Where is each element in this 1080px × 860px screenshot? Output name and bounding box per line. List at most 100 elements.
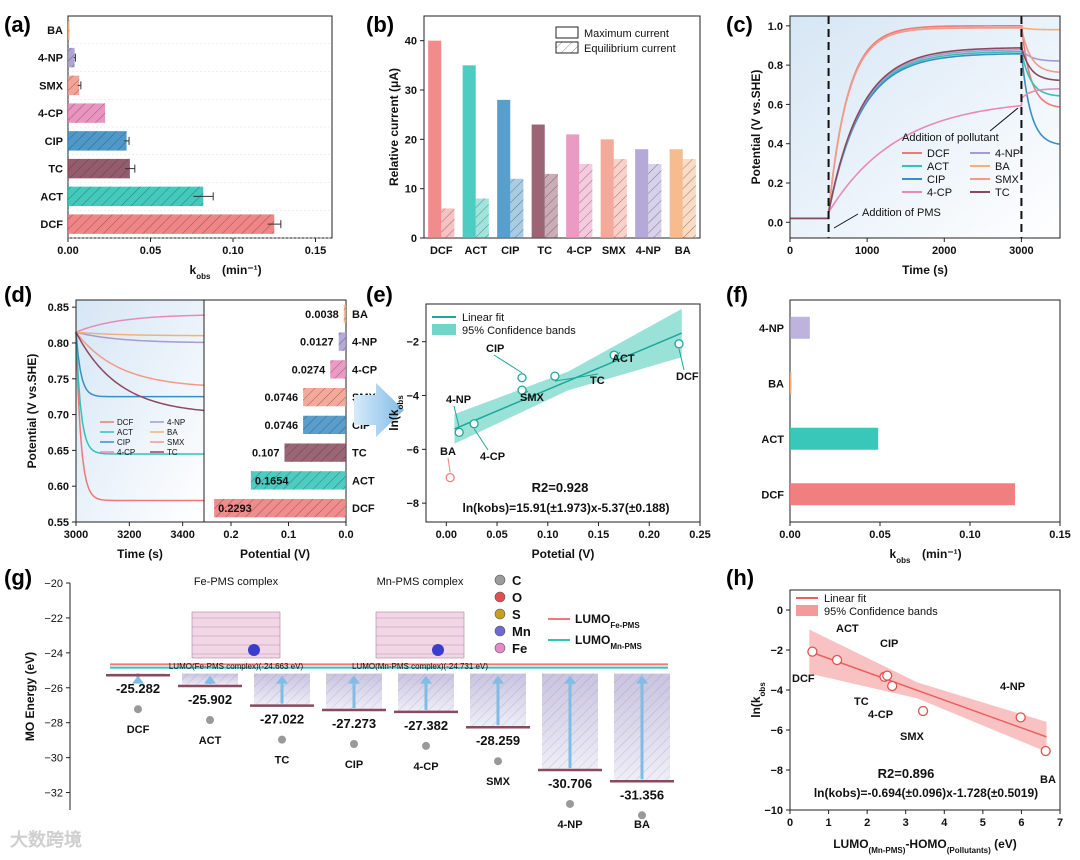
point-label-SMX: SMX [520, 392, 545, 404]
category-label-TC: TC [352, 448, 367, 460]
confidence-band [809, 629, 1047, 752]
legend-label-eq: Equilibrium current [584, 43, 676, 55]
ytick-label: −28 [44, 718, 63, 730]
eq-bar-hatch-ACT [475, 198, 489, 238]
ytick-label: 0.80 [48, 338, 69, 350]
ytick-label-4-NP: 4-NP [38, 53, 63, 65]
series-line-4-CP [75, 314, 205, 333]
legend-label-fit: Linear fit [824, 593, 866, 605]
xtick-label-ACT: ACT [464, 245, 487, 257]
data-point-SMX [917, 705, 929, 717]
series-line-SMX [790, 26, 1060, 220]
eq-bar-hatch-DCF [441, 208, 455, 238]
gap-arrowhead-4-CP [420, 675, 432, 684]
xtick-label: 0 [787, 817, 793, 829]
panel-b-frame [423, 15, 701, 239]
point-arrow-TC [554, 373, 599, 382]
bar-hatch-4-CP [68, 103, 106, 123]
xtick-label: 5 [980, 817, 986, 829]
x-axis-label: kobs [190, 263, 211, 281]
xtick-label: 0.00 [779, 529, 800, 541]
point-label-4-CP: 4-CP [480, 451, 505, 463]
ytick-label-SMX: SMX [39, 80, 64, 92]
ytick-label: −32 [44, 788, 63, 800]
xtick-label: 0.20 [639, 529, 660, 541]
bar-hatch-BA [68, 20, 70, 40]
molecule-icon-CIP [350, 739, 358, 748]
molecule-icon-ACT [206, 716, 214, 725]
flow-arrow [354, 383, 404, 437]
value-label-4-NP: 0.0127 [300, 337, 334, 349]
point-label-BA: BA [1040, 774, 1056, 786]
point-label-ACT: ACT [612, 353, 635, 365]
atom-legend-label-Mn: Mn [512, 624, 531, 639]
ytick-label: −24 [44, 648, 63, 660]
r2-label: R2=0.928 [532, 480, 589, 495]
category-label-4-NP: 4-NP [352, 337, 377, 349]
homo-value-CIP: -27.273 [332, 716, 376, 731]
ytick-label: 0.8 [768, 60, 783, 72]
ytick-label: 30 [405, 85, 417, 97]
gap-arrowhead-TC [276, 675, 288, 684]
molecule-label-4-CP: 4-CP [413, 761, 438, 773]
panel-label-d: (d) [4, 282, 32, 307]
max-bar-4-NP [635, 149, 649, 238]
bar-ACT [790, 427, 879, 450]
panel-a-kobs-bars: BA 4-NP SMX 4-CP CIP TC ACT DCF 0.00 0.05 0.10 0.15… [38, 15, 333, 281]
xtick-label: 3000 [1009, 245, 1033, 257]
confidence-band [454, 308, 682, 444]
fit-equation: ln(kobs)=15.91(±1.973)x-5.37(±0.188) [463, 501, 670, 515]
max-bar-DCF [428, 40, 442, 238]
value-label-DCF: 0.2293 [218, 503, 252, 515]
legend-swatch-eq [555, 41, 579, 54]
legend-label-TC: TC [167, 448, 178, 457]
ytick-label: −2 [406, 337, 419, 349]
xtick-label: 3 [903, 817, 909, 829]
xtick-label: 0.05 [140, 245, 161, 257]
value-label-BA: 0.0038 [305, 309, 339, 321]
atom-legend-dot-C [494, 574, 506, 586]
legend-swatch-max [555, 26, 579, 39]
legend-label-lumo-fe: LUMOFe-PMS [575, 612, 640, 630]
data-point-TC [550, 371, 560, 381]
r2-label: R2=0.896 [878, 766, 935, 781]
legend-label-4-NP: 4-NP [167, 418, 185, 427]
panel-f-kobs-bars: 4-NP BA ACT DCF 0.00 0.05 0.10 0.15 kobs (min⁻¹) [759, 299, 1071, 565]
ytick-label-BA: BA [768, 378, 784, 390]
bar-hatch-ACT [250, 471, 346, 490]
ytick-label: −26 [44, 683, 63, 695]
series-line-TC [790, 45, 1060, 220]
molecule-icon-SMX [494, 757, 502, 766]
legend-label-BA: BA [167, 428, 178, 437]
ytick-label: 10 [405, 184, 417, 196]
xtick-label-4-NP: 4-NP [636, 245, 661, 257]
legend-label-SMX: SMX [995, 174, 1020, 186]
point-arrow-SMX [521, 390, 529, 396]
ytick-label: 40 [405, 36, 417, 48]
legend-label-DCF: DCF [117, 418, 134, 427]
y-axis-label: ln(kobs [387, 395, 405, 431]
ytick-label: −8 [406, 498, 419, 510]
series-line-DCF [75, 332, 204, 502]
xtick-label: 1 [826, 817, 832, 829]
ytick-label: 0.75 [48, 374, 69, 386]
max-bar-4-CP [566, 134, 580, 238]
ytick-label: 0.2 [768, 178, 783, 190]
homo-value-DCF: -25.282 [116, 681, 160, 696]
panel-label-c: (c) [726, 12, 753, 37]
ytick-label: 0 [777, 605, 783, 617]
bar-hatch-4-NP [338, 332, 346, 351]
xtick-label: 0.15 [1049, 529, 1070, 541]
ytick-label: −8 [770, 765, 783, 777]
data-point-TC [882, 670, 893, 681]
xtick-label: 0.05 [486, 529, 507, 541]
x-axis-label: Time (s) [117, 547, 163, 561]
series-line-ACT [75, 332, 204, 455]
eq-bar-hatch-TC [544, 173, 558, 238]
xtick-label: 3000 [64, 529, 88, 541]
value-label-CIP: 0.0746 [264, 420, 298, 432]
panel-f-frame [789, 299, 1061, 523]
eq-bar-hatch-4-NP [648, 164, 662, 238]
homo-value-4-NP: -30.706 [548, 776, 592, 791]
point-arrow-BA [447, 457, 451, 473]
